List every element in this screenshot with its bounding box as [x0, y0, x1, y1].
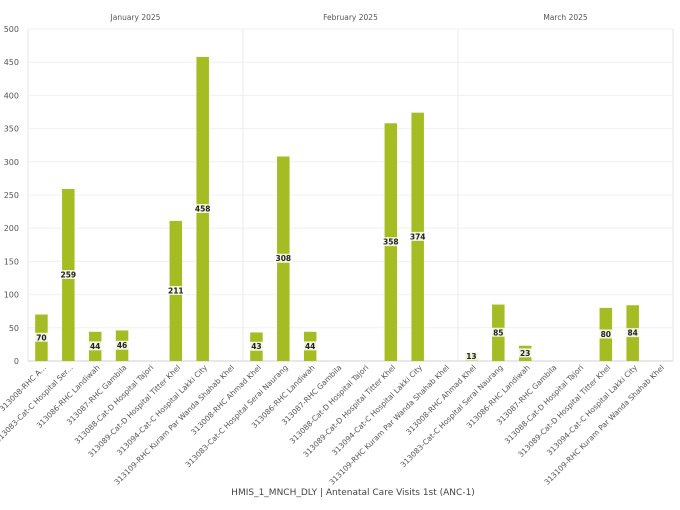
data-label-bg — [249, 341, 264, 351]
x-axis-label: HMIS_1_MNCH_DLY | Antenatal Care Visits … — [231, 488, 475, 498]
data-label: 84 — [627, 329, 637, 338]
data-label: 358 — [383, 238, 399, 247]
data-label: 44 — [90, 342, 100, 351]
data-label: 85 — [493, 328, 503, 337]
data-label-bg — [166, 285, 186, 295]
y-tick-label: 300 — [4, 158, 19, 167]
y-tick-label: 450 — [4, 58, 19, 67]
y-tick-label: 150 — [4, 257, 19, 266]
data-label-bg — [115, 340, 130, 350]
y-tick-label: 250 — [4, 191, 19, 200]
data-label: 259 — [60, 271, 76, 280]
gridlines — [28, 28, 673, 362]
y-tick-label: 0 — [14, 357, 19, 366]
month-header: January 2025 — [110, 13, 161, 22]
data-label-bg — [34, 332, 49, 342]
data-label: 458 — [195, 204, 211, 213]
data-label: 211 — [168, 286, 184, 295]
data-label-bg — [464, 351, 479, 361]
y-tick-label: 400 — [4, 91, 19, 100]
data-label-bg — [408, 231, 428, 241]
bars — [35, 56, 639, 362]
data-label: 308 — [275, 254, 291, 263]
data-label: 44 — [305, 342, 315, 351]
data-label: 46 — [117, 341, 127, 350]
data-labels: 70 259 44 46 211 458 43 308 44 358 374 13 85 23 80 84 — [34, 203, 640, 361]
month-header: February 2025 — [323, 13, 378, 22]
y-axis-ticks: 0 50 100 150 200 250 300 350 400 450 500 — [4, 25, 19, 366]
y-tick-label: 200 — [4, 224, 19, 233]
data-label-bg — [518, 348, 533, 358]
data-label-bg — [598, 329, 613, 339]
month-headers: January 2025 February 2025 March 2025 — [110, 13, 588, 22]
data-label-bg — [625, 328, 640, 338]
data-label-bg — [58, 270, 78, 280]
data-label: 80 — [601, 330, 611, 339]
data-label-bg — [193, 203, 213, 213]
y-tick-label: 100 — [4, 291, 19, 300]
y-tick-label: 500 — [4, 25, 19, 34]
data-label: 43 — [251, 342, 261, 351]
data-label-bg — [303, 341, 318, 351]
data-label: 70 — [36, 333, 46, 342]
y-tick-label: 50 — [9, 324, 19, 333]
data-label-bg — [491, 327, 506, 337]
month-separators — [27, 29, 674, 361]
x-axis-ticks: 313008-RHC A...313083-Cat-C Hospital Ser… — [0, 363, 666, 487]
month-header: March 2025 — [543, 13, 588, 22]
data-label: 374 — [410, 232, 426, 241]
x-tick-label: 313008-RHC A... — [0, 363, 48, 413]
data-label: 13 — [466, 352, 476, 361]
y-tick-label: 350 — [4, 125, 19, 134]
data-label: 23 — [520, 349, 530, 358]
data-label-bg — [273, 253, 293, 263]
data-label-bg — [381, 237, 401, 247]
data-label-bg — [88, 341, 103, 351]
